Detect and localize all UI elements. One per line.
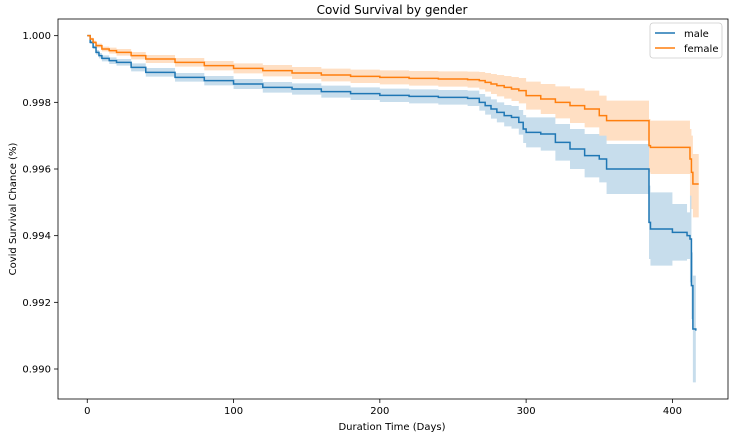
ci-band-female (87, 35, 699, 218)
x-tick-label: 400 (663, 406, 682, 417)
legend-female-label: female (684, 44, 718, 55)
y-tick-label: 0.996 (22, 165, 51, 176)
legend-box (649, 22, 723, 59)
y-tick-label: 0.990 (22, 365, 51, 376)
y-tick-label: 1.000 (22, 31, 51, 42)
legend: male female (649, 22, 723, 59)
x-tick-label: 100 (224, 406, 243, 417)
confidence-bands (87, 35, 699, 386)
y-axis-title: Covid Survival Chance (%) (8, 143, 19, 276)
x-tick-label: 0 (84, 406, 90, 417)
y-tick-label: 0.992 (22, 298, 51, 309)
y-axis: 0.990 0.992 0.994 0.996 0.998 1.000 (22, 31, 58, 376)
x-axis: 0 100 200 300 400 (84, 399, 682, 417)
plot-frame (57, 18, 729, 400)
legend-male-label: male (684, 29, 709, 40)
survival-lines (87, 34, 699, 331)
x-tick-label: 300 (517, 406, 536, 417)
chart-title: Covid Survival by gender (317, 3, 468, 17)
y-tick-label: 0.994 (22, 231, 51, 242)
y-tick-label: 0.998 (22, 98, 51, 109)
series-line-male (87, 34, 697, 331)
ci-band-male (87, 35, 696, 386)
x-tick-label: 200 (370, 406, 389, 417)
x-axis-title: Duration Time (Days) (338, 422, 445, 433)
series-line-female (87, 34, 699, 185)
